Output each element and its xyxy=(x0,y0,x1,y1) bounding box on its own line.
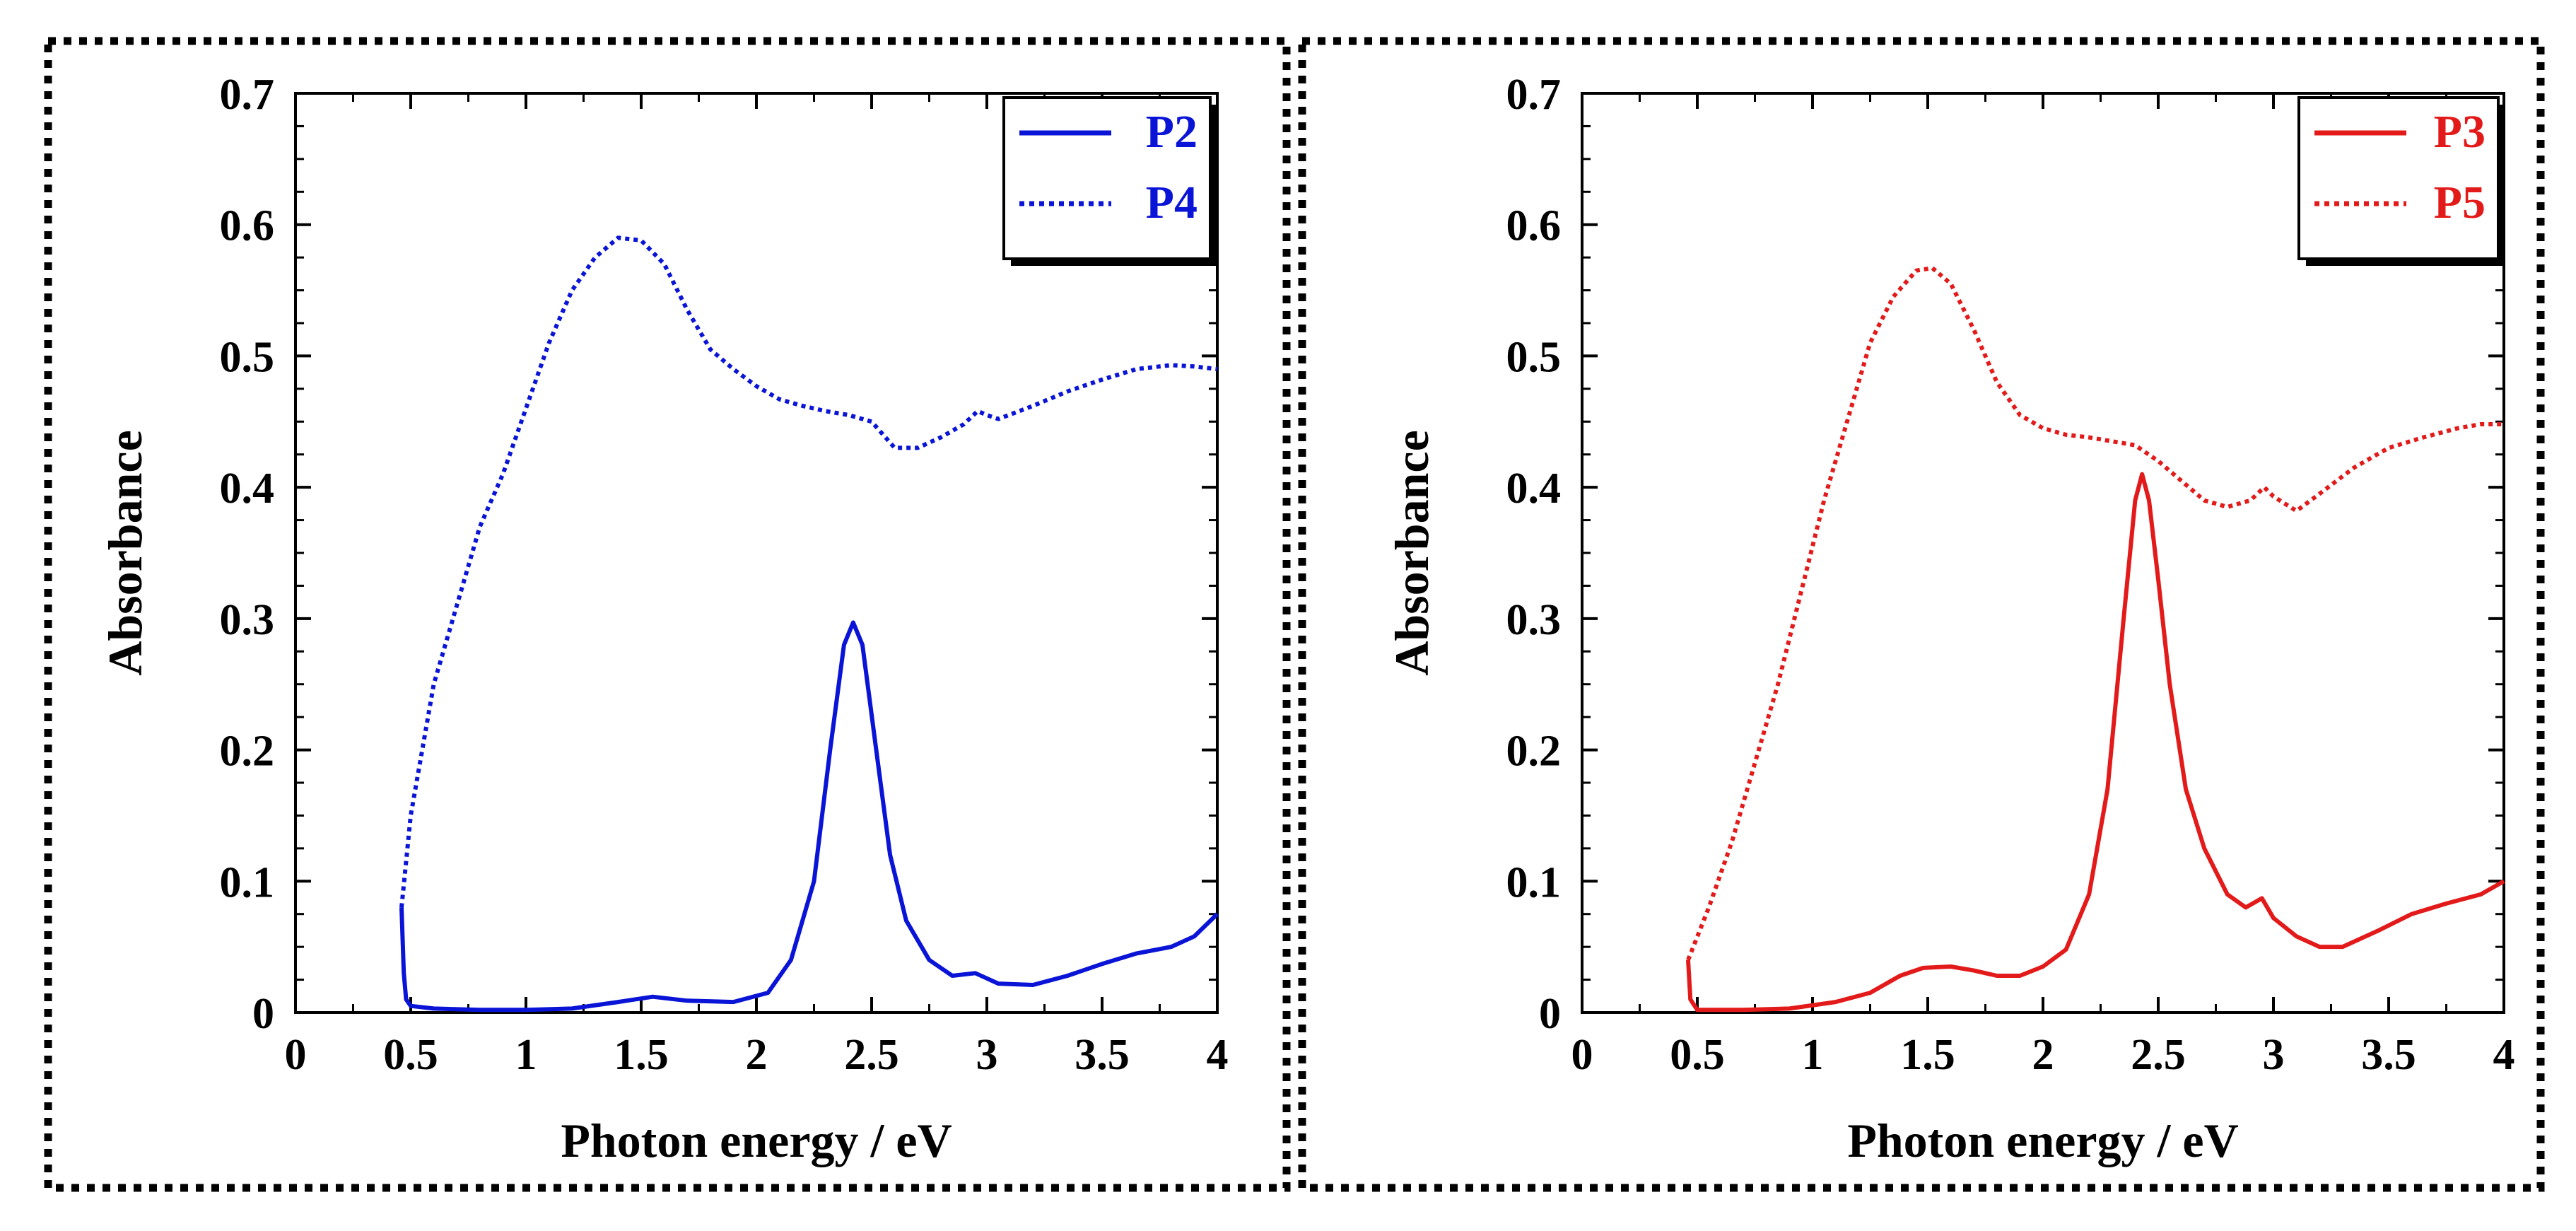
series-line-p2 xyxy=(399,620,1219,1013)
y-tick-label: 0.5 xyxy=(1506,333,1562,381)
y-tick-label: 0 xyxy=(1539,990,1561,1038)
panel-frame-left xyxy=(44,37,1291,1192)
y-tick-label: 0.1 xyxy=(220,858,275,906)
x-tick-label: 3.5 xyxy=(1075,1031,1130,1079)
y-tick-label: 0.4 xyxy=(1506,465,1562,513)
x-tick-label: 0 xyxy=(285,1031,307,1079)
x-tick-label: 0.5 xyxy=(1670,1031,1725,1079)
absorbance-chart-p3-p5: 0 0.5 1 1.5 2 2.5 3 3.5 4 0 0.1 0.2 0.3 0.4 0.5 0.6 0.7 P… xyxy=(1385,71,2515,1167)
y-tick-label: 0.2 xyxy=(220,728,275,776)
x-tick-label: 3 xyxy=(976,1031,998,1079)
absorbance-chart-p2-p4: 0 0.5 1 1.5 2 2.5 3 3.5 4 0 0.1 0.2 0.3 0.4 0.5 0.6 0.7 P… xyxy=(98,71,1229,1167)
x-tick-label: 1.5 xyxy=(614,1031,669,1079)
x-tick-label: 1.5 xyxy=(1900,1031,1955,1079)
x-axis-title: Photon energy / eV xyxy=(1847,1114,2238,1167)
y-tick-label: 0.1 xyxy=(1506,858,1562,906)
y-tick-label: 0.3 xyxy=(220,596,275,644)
legend-label-p4: P4 xyxy=(1146,177,1198,228)
x-tick-label: 2.5 xyxy=(2131,1031,2186,1079)
legend-box xyxy=(2297,96,2500,260)
x-tick-label: 2 xyxy=(2032,1031,2054,1079)
y-tick-label: 0.6 xyxy=(1506,202,1562,250)
y-tick-label: 0.7 xyxy=(220,71,275,119)
series-line-p4 xyxy=(399,235,1218,908)
y-axis-title: Absorbance xyxy=(98,430,152,676)
y-tick-label: 0.2 xyxy=(1506,728,1562,776)
legend-label-p3: P3 xyxy=(2434,106,2486,158)
y-tick-label: 0.5 xyxy=(220,333,275,381)
x-tick-label: 4 xyxy=(1207,1031,1229,1079)
x-tick-label: 3 xyxy=(2263,1031,2285,1079)
y-tick-label: 0.3 xyxy=(1506,596,1562,644)
x-tick-label: 2 xyxy=(746,1031,768,1079)
y-axis-title: Absorbance xyxy=(1385,430,1439,676)
legend-box xyxy=(1002,96,1212,260)
y-tick-label: 0.4 xyxy=(220,465,275,513)
panel-frame-right xyxy=(1298,37,2545,1192)
series-line-p3 xyxy=(1686,472,2505,1013)
x-tick-label: 1 xyxy=(515,1031,537,1079)
x-tick-label: 3.5 xyxy=(2361,1031,2416,1079)
x-tick-label: 0.5 xyxy=(383,1031,438,1079)
x-tick-label: 2.5 xyxy=(844,1031,899,1079)
y-tick-label: 0.7 xyxy=(1506,71,1562,119)
x-tick-label: 0 xyxy=(1571,1031,1593,1079)
legend-label-p5: P5 xyxy=(2434,177,2486,228)
x-tick-label: 4 xyxy=(2493,1031,2515,1079)
y-tick-label: 0 xyxy=(252,990,274,1038)
y-tick-label: 0.6 xyxy=(220,202,275,250)
legend-label-p2: P2 xyxy=(1146,106,1198,158)
x-axis-title: Photon energy / eV xyxy=(561,1114,952,1167)
x-tick-label: 1 xyxy=(1802,1031,1824,1079)
